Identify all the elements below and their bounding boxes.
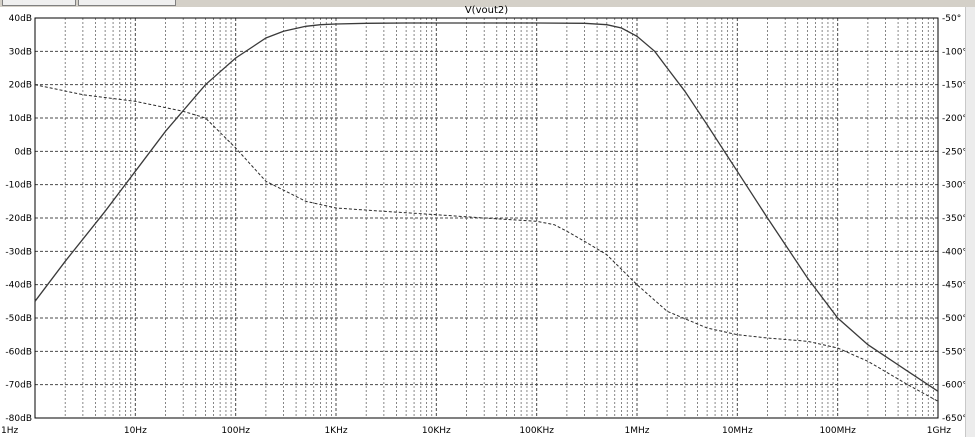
x-tick-label: 100MHz (819, 426, 856, 436)
y-left-tick-label: -50dB (5, 314, 32, 324)
y-left-tick-label: -20dB (5, 214, 32, 224)
y-right-tick-label: -650° (942, 414, 967, 424)
magnitude-series-line (34, 22, 939, 392)
vertical-scrollbar[interactable] (965, 7, 975, 437)
y-left-tick-label: -80dB (5, 414, 32, 424)
y-left-tick-label: 40dB (9, 14, 32, 24)
x-tick-label: 10MHz (722, 426, 753, 436)
chart-title: V(vout2) (465, 5, 508, 16)
y-right-tick-label: -250° (942, 147, 967, 157)
x-tick-label: 10Hz (124, 426, 147, 436)
y-right-tick-label: -300° (942, 181, 967, 191)
y-right-tick-label: -50° (942, 14, 961, 24)
y-right-tick-label: -450° (942, 281, 967, 291)
y-right-tick-label: -600° (942, 381, 967, 391)
y-left-tick-label: -30dB (5, 247, 32, 257)
y-left-tick-label: -10dB (5, 181, 32, 191)
x-tick-label: 10KHz (422, 426, 451, 436)
plot-frame (34, 17, 939, 419)
y-right-tick-label: -350° (942, 214, 967, 224)
window-tab[interactable] (78, 0, 176, 6)
x-tick-label: 100KHz (519, 426, 554, 436)
y-right-tick-label: -150° (942, 81, 967, 91)
x-tick-label: 1MHz (625, 426, 650, 436)
x-tick-label: 1Hz (1, 426, 18, 436)
y-right-tick-label: -200° (942, 114, 967, 124)
y-right-tick-label: -550° (942, 347, 967, 357)
x-tick-label: 100Hz (221, 426, 250, 436)
y-left-tick-label: 30dB (9, 47, 32, 57)
y-left-tick-label: -60dB (5, 347, 32, 357)
y-right-tick-label: -400° (942, 247, 967, 257)
phase-series-line (34, 84, 939, 402)
window-tab[interactable] (2, 0, 76, 6)
x-tick-label: 1KHz (324, 426, 347, 436)
x-tick-label: 1GHz (927, 426, 951, 436)
y-left-tick-label: -70dB (5, 381, 32, 391)
y-left-tick-label: 10dB (9, 114, 32, 124)
y-left-tick-label: 0dB (14, 147, 32, 157)
y-right-tick-label: -100° (942, 47, 967, 57)
y-left-tick-label: -40dB (5, 281, 32, 291)
y-left-tick-label: 20dB (9, 81, 32, 91)
series-layer (34, 22, 939, 402)
axis-labels: 1Hz 10Hz 100Hz 1KHz 10KHz 100KHz 1MHz 10MHz 100M… (1, 14, 967, 436)
toolbar-strip (0, 0, 975, 7)
y-right-tick-label: -500° (942, 314, 967, 324)
